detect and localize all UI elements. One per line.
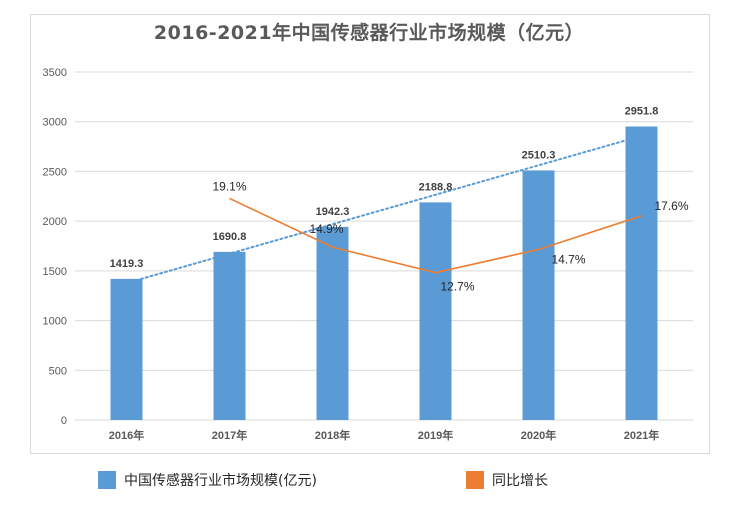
legend-item-market-size: 中国传感器行业市场规模(亿元): [98, 470, 317, 490]
bar-data-label-2: 1942.3: [316, 206, 350, 218]
bar-3: [419, 202, 452, 420]
growth-data-label-1: 19.1%: [212, 179, 246, 193]
bar-data-label-1: 1690.8: [213, 231, 247, 243]
plot-area: 0 500 1000 1500 2000 2500 3000 3500 2016年 2017年 20…: [43, 67, 693, 442]
y-tick-label-1000: 1000: [43, 316, 67, 328]
bar-1: [213, 251, 246, 420]
bar-data-label-5: 2951.8: [625, 106, 659, 118]
growth-data-label-5: 17.6%: [654, 199, 688, 213]
x-tick-label-1: 2017年: [212, 428, 247, 442]
x-tick-label-4: 2020年: [521, 428, 556, 442]
y-tick-label-0: 0: [61, 415, 67, 427]
y-tick-label-1500: 1500: [43, 266, 67, 278]
growth-data-label-3: 12.7%: [440, 280, 474, 294]
bar-data-label-0: 1419.3: [110, 258, 144, 270]
y-tick-label-3500: 3500: [43, 67, 67, 79]
bar-data-label-3: 2188.8: [419, 181, 453, 193]
legend-label-yoy-growth: 同比增长: [492, 473, 548, 489]
growth-line: [229, 197, 642, 274]
bar-4: [522, 170, 555, 420]
bar-5: [625, 126, 658, 420]
x-tick-label-0: 2016年: [109, 428, 144, 442]
legend-swatch-market-size: [98, 471, 116, 489]
legend-label-market-size: 中国传感器行业市场规模(亿元): [124, 473, 317, 489]
trendline: [125, 134, 643, 285]
chart-frame: [30, 14, 710, 454]
x-tick-label-5: 2021年: [624, 428, 659, 442]
y-tick-label-500: 500: [49, 365, 67, 377]
legend: 中国传感器行业市场规模(亿元) 同比增长: [0, 462, 738, 498]
y-tick-label-3000: 3000: [43, 117, 67, 129]
y-tick-label-2000: 2000: [43, 216, 67, 228]
chart-title: 2016-2021年中国传感器行业市场规模（亿元）: [153, 22, 585, 44]
growth-data-label-4: 14.7%: [551, 252, 585, 266]
x-tick-label-3: 2019年: [418, 428, 453, 442]
bar-0: [110, 278, 143, 420]
bar-data-label-4: 2510.3: [522, 149, 556, 161]
growth-data-label-2: 14.9%: [309, 222, 343, 236]
bar-2: [316, 226, 349, 420]
x-tick-label-2: 2018年: [315, 428, 350, 442]
legend-item-yoy-growth: 同比增长: [466, 470, 548, 490]
legend-swatch-yoy-growth: [466, 471, 484, 489]
y-tick-label-2500: 2500: [43, 166, 67, 178]
